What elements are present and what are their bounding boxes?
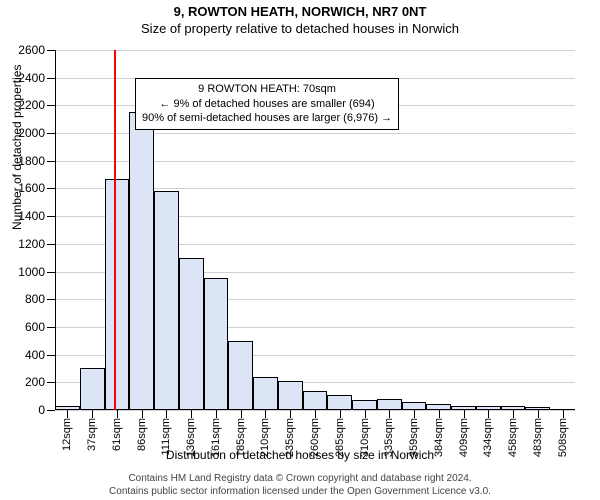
annotation-line-2: ← 9% of detached houses are smaller (694… [142, 97, 392, 112]
y-tick-label: 0 [5, 403, 45, 417]
y-axis-line [55, 50, 56, 410]
x-tick [265, 410, 266, 418]
y-tick-label: 600 [5, 320, 45, 334]
x-tick [340, 410, 341, 418]
histogram-bar [179, 258, 204, 410]
y-tick [47, 216, 55, 217]
x-tick [67, 410, 68, 418]
histogram-bar [228, 341, 253, 410]
y-tick [47, 133, 55, 134]
y-tick [47, 272, 55, 273]
annotation-box: 9 ROWTON HEATH: 70sqm← 9% of detached ho… [135, 78, 399, 131]
y-tick-label: 400 [5, 348, 45, 362]
y-tick [47, 410, 55, 411]
x-tick [117, 410, 118, 418]
grid-line [55, 50, 575, 51]
histogram-bar [129, 112, 154, 410]
histogram-bar [278, 381, 303, 410]
x-tick [513, 410, 514, 418]
x-axis-label: Distribution of detached houses by size … [0, 448, 600, 462]
y-tick [47, 327, 55, 328]
reference-line [114, 50, 116, 410]
y-tick [47, 161, 55, 162]
histogram-bar [105, 179, 130, 410]
x-tick-label: 61sqm [111, 418, 123, 451]
x-tick [464, 410, 465, 418]
y-tick [47, 105, 55, 106]
y-tick-label: 800 [5, 292, 45, 306]
x-tick [538, 410, 539, 418]
y-tick [47, 244, 55, 245]
y-tick [47, 382, 55, 383]
x-tick [389, 410, 390, 418]
x-tick [191, 410, 192, 418]
x-tick [414, 410, 415, 418]
x-tick [216, 410, 217, 418]
page-title-subtitle: Size of property relative to detached ho… [0, 21, 600, 36]
x-tick [365, 410, 366, 418]
x-axis-line [55, 409, 575, 410]
histogram-chart: 0200400600800100012001400160018002000220… [55, 50, 575, 410]
y-tick [47, 355, 55, 356]
histogram-bar [80, 368, 105, 410]
page-title-address: 9, ROWTON HEATH, NORWICH, NR7 0NT [0, 4, 600, 19]
y-tick-label: 2600 [5, 43, 45, 57]
y-tick-label: 1000 [5, 265, 45, 279]
attribution-footer: Contains HM Land Registry data © Crown c… [0, 472, 600, 498]
y-tick [47, 299, 55, 300]
histogram-bar [253, 377, 278, 410]
histogram-bar [154, 191, 179, 410]
histogram-bar [303, 391, 328, 410]
annotation-line-3: 90% of semi-detached houses are larger (… [142, 111, 392, 126]
x-tick [439, 410, 440, 418]
y-axis-label: Number of detached properties [10, 65, 24, 230]
annotation-line-1: 9 ROWTON HEATH: 70sqm [142, 82, 392, 97]
x-tick [488, 410, 489, 418]
y-tick-label: 1200 [5, 237, 45, 251]
y-tick [47, 50, 55, 51]
y-tick-label: 200 [5, 375, 45, 389]
x-tick [315, 410, 316, 418]
x-tick [290, 410, 291, 418]
x-tick [241, 410, 242, 418]
x-tick [166, 410, 167, 418]
plot-inner: 0200400600800100012001400160018002000220… [55, 50, 575, 410]
x-tick-label: 12sqm [61, 418, 73, 451]
x-tick [142, 410, 143, 418]
x-tick [563, 410, 564, 418]
histogram-bar [204, 278, 229, 410]
x-tick [92, 410, 93, 418]
y-tick [47, 188, 55, 189]
footer-line-1: Contains HM Land Registry data © Crown c… [0, 472, 600, 485]
x-tick-label: 37sqm [86, 418, 98, 451]
y-tick [47, 78, 55, 79]
histogram-bar [327, 395, 352, 410]
x-tick-label: 86sqm [136, 418, 148, 451]
footer-line-2: Contains public sector information licen… [0, 485, 600, 498]
